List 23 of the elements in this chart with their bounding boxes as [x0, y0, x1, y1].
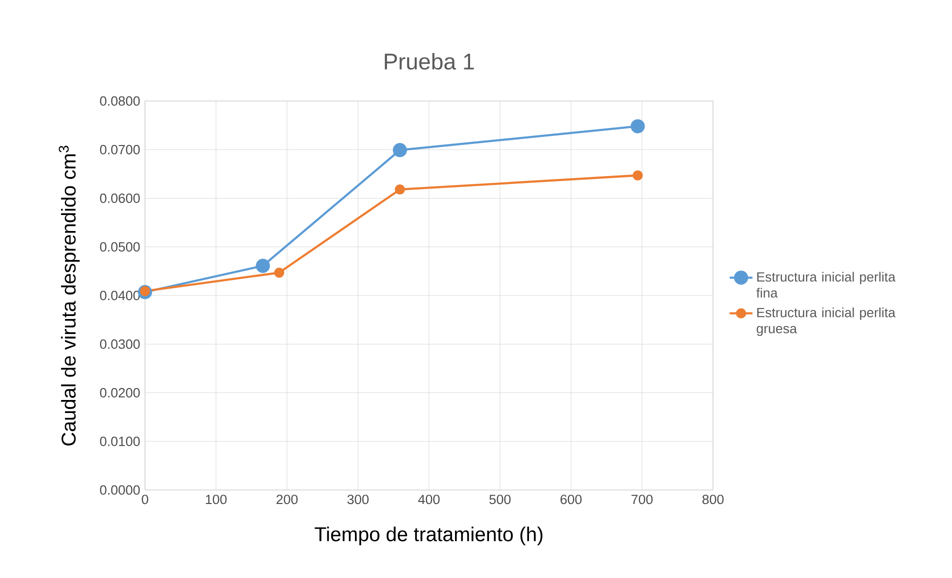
x-tick-label: 800 [702, 494, 724, 504]
x-axis-title: Tiempo de tratamiento (h) [314, 526, 542, 546]
chart-title: Prueba 1 [384, 52, 474, 70]
y-tick-label: 0.0000 [100, 485, 140, 495]
y-tick-label: 0.0500 [100, 242, 140, 252]
y-tick-label: 0.0600 [100, 194, 140, 203]
x-tick-label: 700 [632, 494, 653, 504]
y-tick-label: 0.0200 [100, 388, 140, 398]
legend-label: Estructura inicial perlita gruesa [756, 308, 896, 336]
x-tick-label: 100 [206, 494, 227, 504]
x-tick-label: 600 [560, 494, 582, 504]
y-tick-label: 0.0300 [100, 339, 140, 349]
y-tick-label: 0.0700 [100, 144, 140, 154]
x-tick-label: 200 [276, 494, 298, 504]
legend-label: Estructura inicial perlita fina [756, 272, 896, 298]
x-tick-label: 300 [347, 494, 369, 504]
y-tick-label: 0.0400 [100, 290, 140, 300]
y-tick-label: 0.0800 [100, 96, 140, 106]
y-axis-title: Caudal de viruta desprendido cm$^{3}$ [58, 146, 80, 446]
x-tick-label: 0 [142, 494, 148, 504]
y-tick-label: 0.0100 [100, 436, 140, 446]
x-tick-label: 400 [418, 494, 440, 504]
x-tick-label: 500 [489, 494, 511, 504]
